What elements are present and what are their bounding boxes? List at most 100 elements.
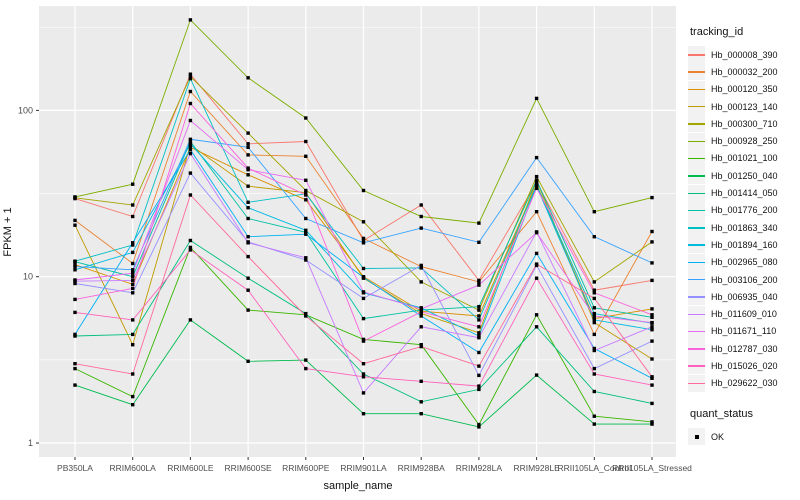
data-point [73,297,77,302]
data-point [361,241,366,245]
x-tick-label: RRII105LA_Stressed [612,463,692,473]
legend-item-label: Hb_006935_040 [711,291,778,302]
data-point [304,188,308,193]
legend-key-line-icon [688,313,705,315]
legend-key-line-icon [688,106,705,108]
legend-key-box [688,374,705,392]
x-tick-label: RRIM600SE [224,463,272,473]
data-point [73,362,77,366]
x-tick-label: RRIM600PE [282,463,330,473]
data-point [592,288,596,292]
data-point [188,72,193,76]
legend-key-box [688,149,705,167]
data-point [534,231,539,235]
data-point [361,275,366,280]
data-point [650,325,654,329]
legend-key-line-icon [688,192,705,194]
data-point [246,359,250,363]
legend-key-box [688,288,705,306]
data-point [592,346,596,351]
data-point [477,240,481,244]
data-point [477,350,481,355]
data-point [131,250,135,255]
data-point [650,357,654,361]
data-point [188,137,193,141]
data-point [361,238,366,243]
x-tick-label: RRIM600LE [167,463,214,473]
data-point [534,184,539,188]
x-tick-label: RRIM928LE [513,463,560,473]
data-point [650,422,654,426]
legend-key-box [688,201,705,219]
data-point [304,232,308,236]
y-axis-title: FPKM + 1 [2,207,14,257]
data-point [246,206,250,210]
legend-item-Hb_011671_110: Hb_011671_110 [688,322,800,340]
data-point [73,223,77,227]
data-point [304,358,308,362]
data-point [419,314,423,318]
data-point [592,318,596,322]
data-point [73,366,77,371]
legend-key-line-icon [688,330,705,333]
data-point [188,248,193,252]
data-point [188,139,193,144]
data-point [419,400,423,404]
data-point [361,391,366,395]
data-point [477,280,481,284]
data-point [246,216,250,221]
data-point [73,383,77,387]
data-point [73,218,77,223]
legend-key-box [688,167,705,185]
data-point [304,178,308,182]
data-point [304,116,308,120]
data-point [477,384,481,388]
data-point [419,226,423,230]
legend-item-label: Hb_001894_160 [711,239,778,250]
data-point [592,314,596,318]
legend-item-label: Hb_011609_010 [711,309,777,320]
data-point [188,142,193,146]
data-point [188,318,193,322]
data-point [188,245,193,250]
data-point [131,214,135,219]
data-point [73,332,77,337]
x-tick-label: RRIM901LA [340,463,387,473]
data-point [592,389,596,394]
legend-key-box [688,253,705,271]
data-point [246,288,250,292]
data-point [419,311,423,316]
data-point [650,320,654,325]
data-point [246,173,250,177]
data-point [477,308,481,312]
legend-key-box [688,322,705,340]
data-point [592,210,596,214]
data-point [131,343,135,347]
x-axis-title: sample_name [323,480,393,492]
data-point [477,364,481,368]
legend-item-label: Hb_000928_250 [711,136,778,147]
data-point [650,307,654,311]
data-point [131,271,135,275]
legend-key-box [688,428,705,446]
data-point [592,291,596,295]
legend-item-label: Hb_001250_040 [711,170,778,181]
data-point [419,325,423,329]
legend-key-box [688,184,705,202]
axes: 1 10 100 PB350LA RRIM600LA RRIM600LE RRIM600SE… [18,105,692,473]
data-point [304,258,308,262]
legend-item-Hb_012787_030: Hb_012787_030 [688,340,800,358]
legend-title-quant-status: quant_status [690,407,753,420]
data-point [650,261,654,265]
data-point [419,280,423,284]
legend-key-box [688,305,705,323]
data-point [650,313,654,317]
data-point [131,282,135,286]
data-point [419,203,423,207]
legend-item-label: Hb_011671_110 [711,326,777,337]
legend-key-box [688,340,705,358]
data-point [477,331,481,335]
data-point [419,307,423,311]
data-point [650,383,654,387]
